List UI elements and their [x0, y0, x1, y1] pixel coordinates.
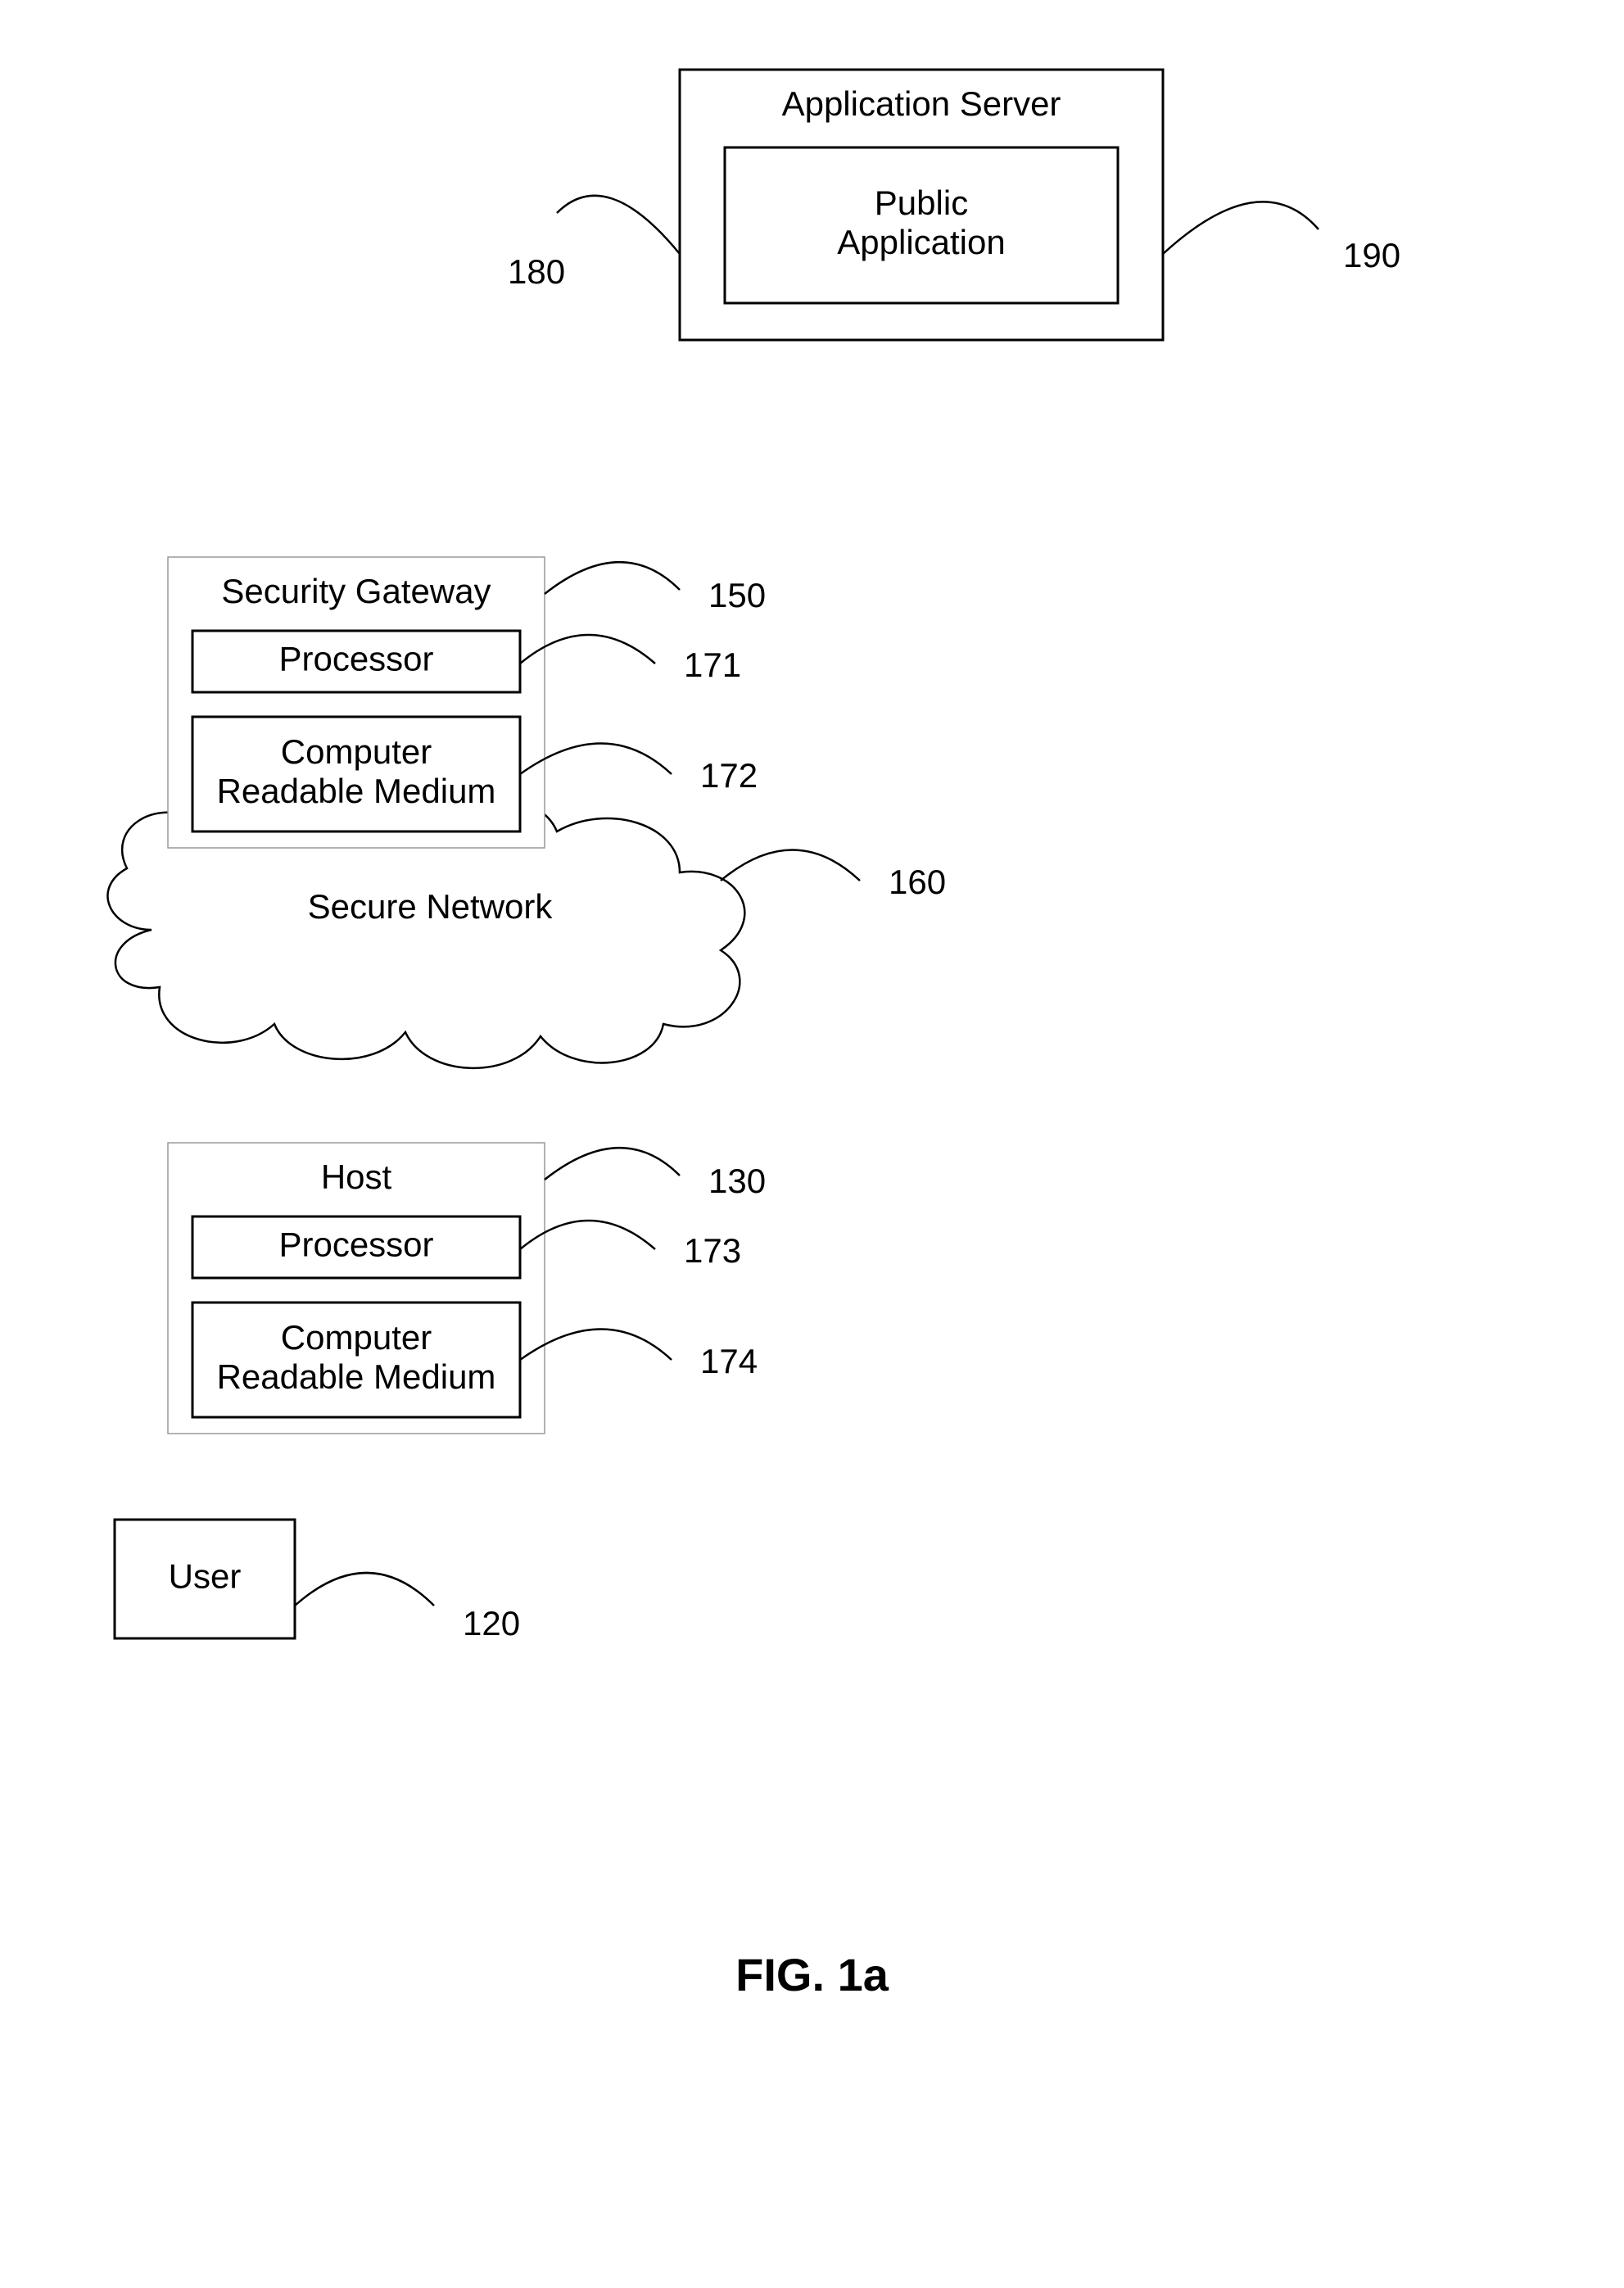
ref-171: 171	[684, 646, 741, 684]
sg_processor-label: Processor	[278, 640, 433, 678]
public-application-label-line-0: Public	[875, 183, 968, 222]
public-application-label-line-1: Application	[837, 223, 1005, 261]
host_crm-label-line-0: Computer	[281, 1318, 432, 1357]
ref-173: 173	[684, 1231, 741, 1270]
sg_crm-label-line-1: Readable Medium	[217, 772, 496, 810]
ref-174: 174	[700, 1342, 758, 1380]
ref-120: 120	[463, 1604, 520, 1642]
ref-130: 130	[708, 1162, 766, 1200]
ref-172: 172	[700, 756, 758, 795]
secure-network-label: Secure Network	[308, 887, 554, 926]
host_processor-label: Processor	[278, 1226, 433, 1264]
user-label: User	[169, 1557, 242, 1596]
ref-190: 190	[1343, 236, 1400, 274]
ref-160: 160	[889, 863, 946, 901]
host-label: Host	[321, 1158, 392, 1196]
sg_crm-label-line-0: Computer	[281, 732, 432, 771]
host_crm-label-line-1: Readable Medium	[217, 1357, 496, 1396]
ref-150: 150	[708, 576, 766, 614]
app-server-label: Application Server	[782, 84, 1061, 123]
security-gateway-label: Security Gateway	[221, 572, 491, 610]
figure-label: FIG. 1a	[735, 1949, 889, 2000]
ref-180: 180	[508, 252, 565, 291]
